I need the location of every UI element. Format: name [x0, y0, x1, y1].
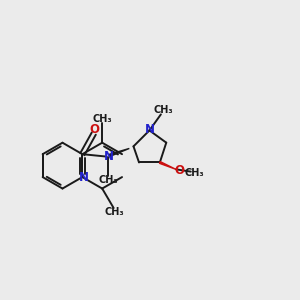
- Polygon shape: [109, 148, 129, 156]
- Text: CH₃: CH₃: [153, 105, 173, 115]
- Polygon shape: [160, 162, 176, 169]
- Text: CH₃: CH₃: [92, 114, 112, 124]
- Text: CH₃: CH₃: [99, 175, 118, 185]
- Text: N: N: [78, 171, 88, 184]
- Text: CH₃: CH₃: [105, 207, 124, 217]
- Text: O: O: [90, 123, 100, 136]
- Text: N: N: [144, 123, 154, 136]
- Text: O: O: [174, 164, 184, 177]
- Text: CH₃: CH₃: [184, 168, 204, 178]
- Text: N: N: [103, 150, 113, 163]
